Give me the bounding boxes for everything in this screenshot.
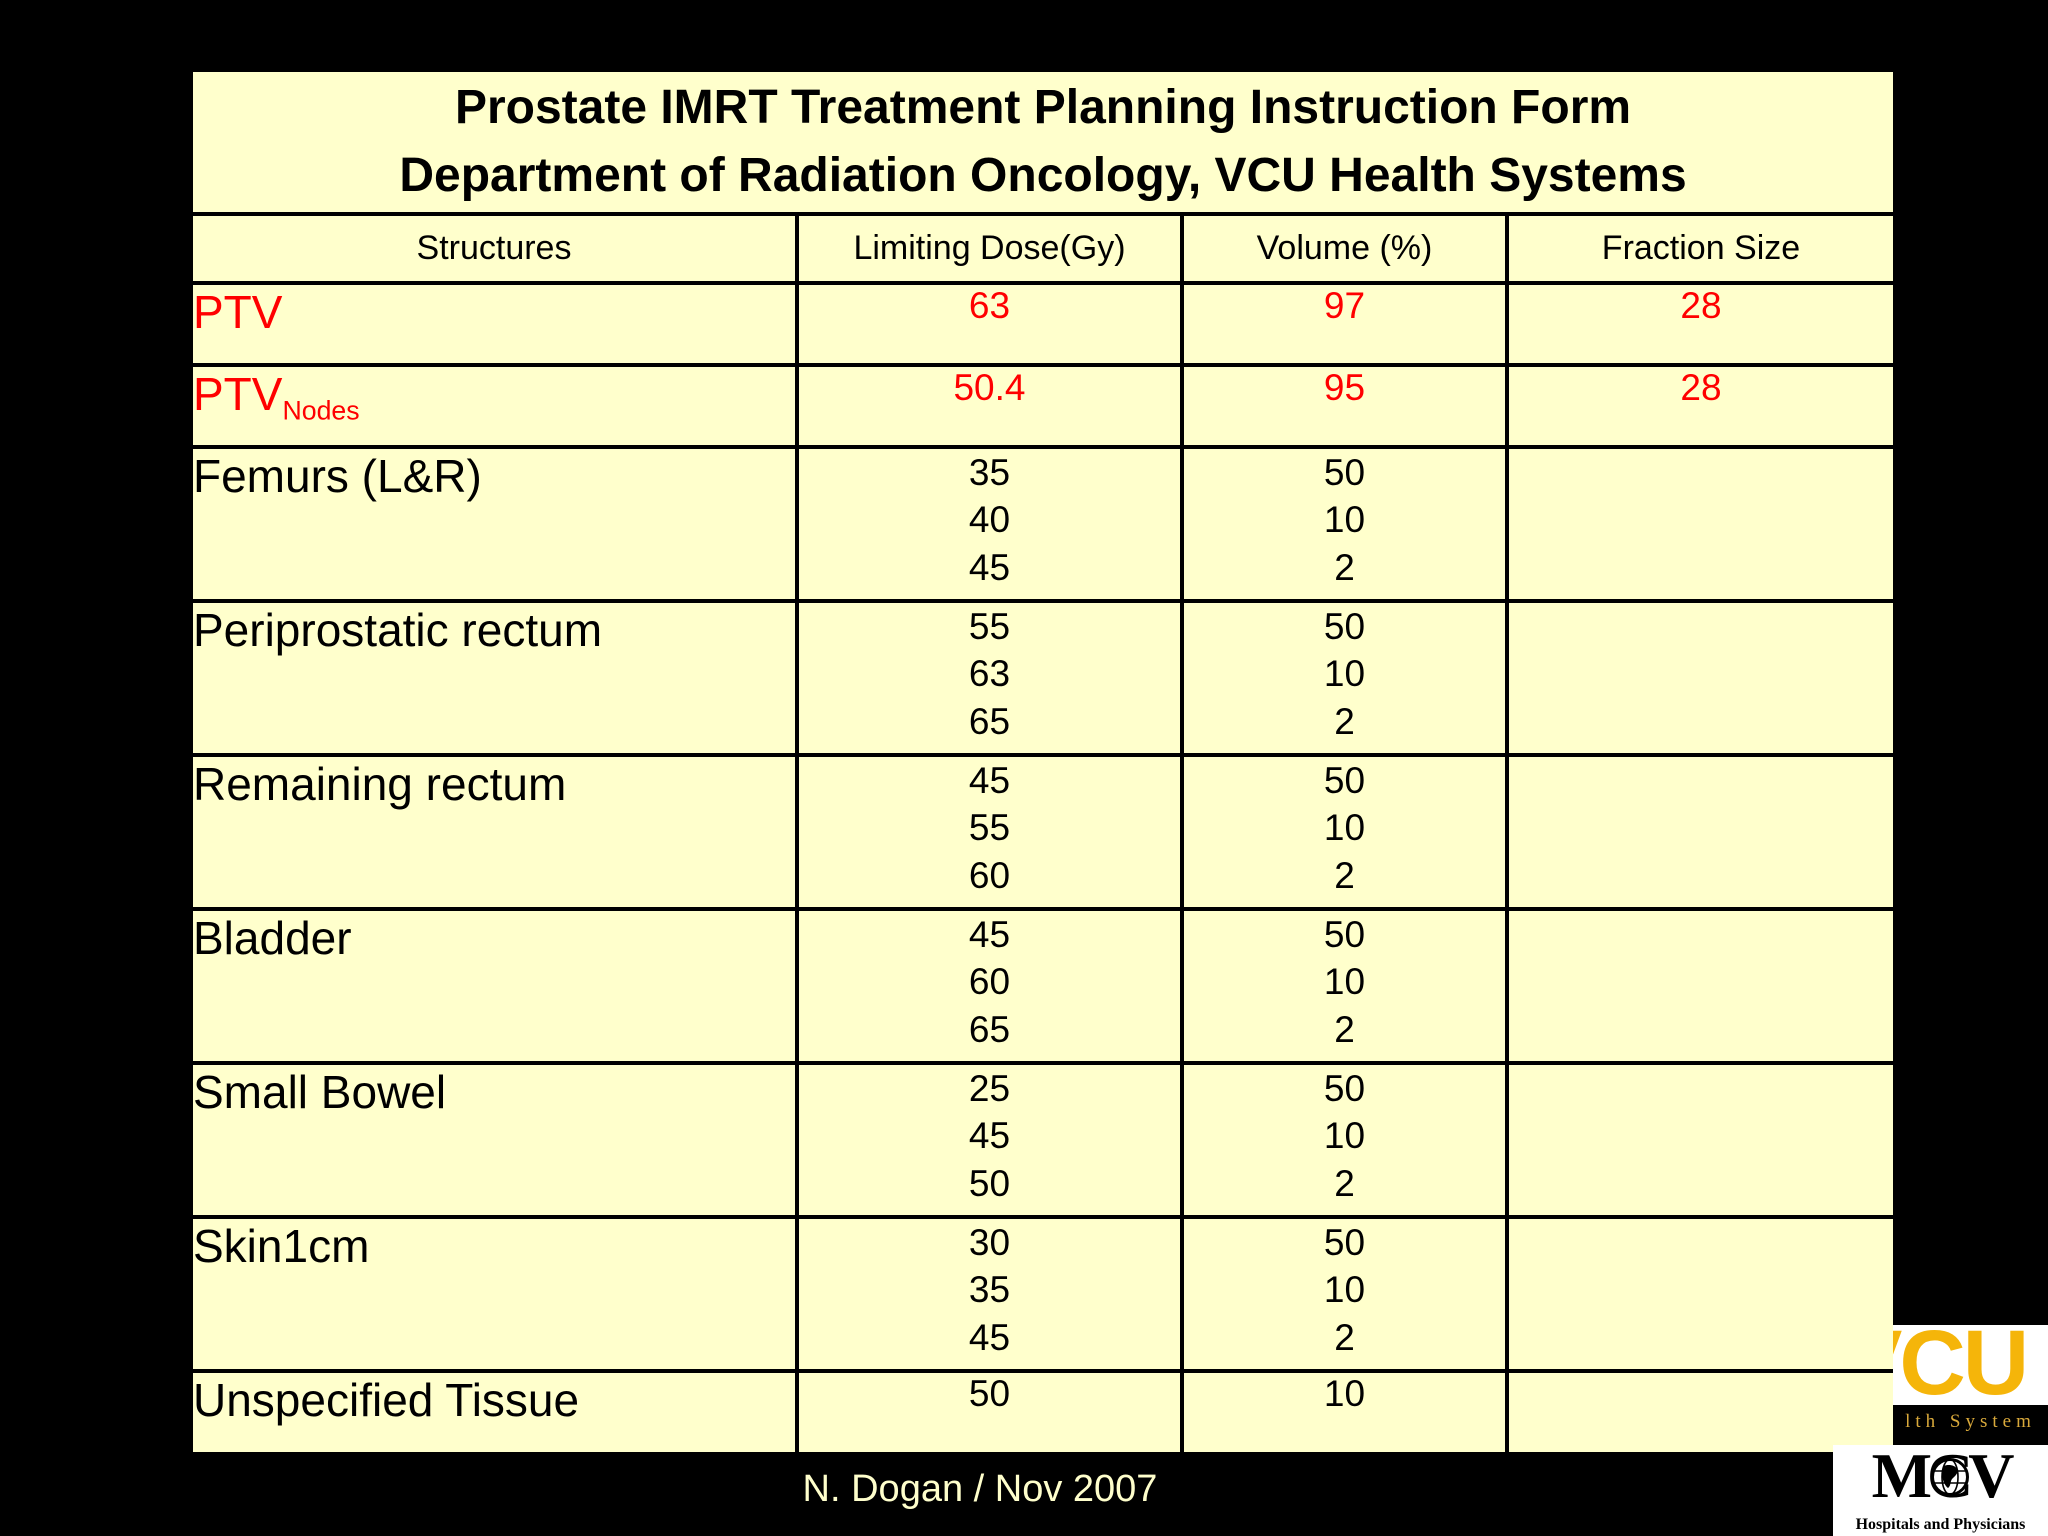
fraction-cell xyxy=(1504,1061,1898,1219)
mcv-logo: MC V Hospitals and Physicians xyxy=(1833,1445,2048,1536)
structure-label: Bladder xyxy=(193,912,352,964)
structure-label-subscript: Nodes xyxy=(282,395,360,426)
structure-label: Remaining rectum xyxy=(193,758,567,810)
fraction-cell: 28 xyxy=(1504,363,1898,449)
volume-cell: 50 10 2 xyxy=(1180,907,1509,1065)
structure-label: Femurs (L&R) xyxy=(193,450,482,502)
title-row: Prostate IMRT Treatment Planning Instruc… xyxy=(188,68,1898,216)
mcv-letter-v: V xyxy=(1968,1445,2014,1511)
volume-cell: 97 xyxy=(1180,281,1509,367)
dose-cell: 63 xyxy=(795,281,1184,367)
footer-credit: N. Dogan / Nov 2007 xyxy=(802,1468,1158,1510)
table-row-remaining-rectum: Remaining rectum 45 55 60 50 10 2 xyxy=(189,753,1898,911)
fraction-cell xyxy=(1504,753,1898,911)
dose-cell: 25 45 50 xyxy=(795,1061,1184,1219)
structure-cell: Small Bowel xyxy=(189,1061,799,1219)
table-row-ptv: PTV 63 97 28 xyxy=(189,281,1898,367)
structure-cell: Remaining rectum xyxy=(189,753,799,911)
table-row-unspecified-tissue: Unspecified Tissue 50 10 xyxy=(189,1369,1898,1456)
dose-cell: 35 40 45 xyxy=(795,445,1184,603)
treatment-planning-table: Prostate IMRT Treatment Planning Instruc… xyxy=(188,68,1898,1456)
fraction-cell xyxy=(1504,445,1898,603)
dose-cell: 45 55 60 xyxy=(795,753,1184,911)
table-row-periprostatic-rectum: Periprostatic rectum 55 63 65 50 10 2 xyxy=(189,599,1898,757)
dose-cell: 45 60 65 xyxy=(795,907,1184,1065)
globe-icon xyxy=(1930,1458,1969,1496)
structure-cell: Skin1cm xyxy=(189,1215,799,1373)
volume-cell: 50 10 2 xyxy=(1180,1215,1509,1373)
vcu-logo: VCU xyxy=(1893,1325,2048,1405)
structure-cell: Bladder xyxy=(189,907,799,1065)
structure-cell: PTV xyxy=(189,281,799,367)
header-row: Structures Limiting Dose(Gy) Volume (%) … xyxy=(189,212,1898,285)
mcv-logo-letters: MC V xyxy=(1833,1445,2048,1513)
column-header-fraction-size: Fraction Size xyxy=(1504,212,1898,285)
mcv-letter-m: M xyxy=(1871,1445,1932,1511)
structure-cell: Unspecified Tissue xyxy=(189,1369,799,1456)
mcv-letter-c: C xyxy=(1927,1445,1973,1513)
volume-cell: 10 xyxy=(1180,1369,1509,1456)
volume-cell: 50 10 2 xyxy=(1180,599,1509,757)
vcu-health-system-text: lth System xyxy=(1905,1411,2036,1432)
structure-cell: Femurs (L&R) xyxy=(189,445,799,603)
table-title: Prostate IMRT Treatment Planning Instruc… xyxy=(188,68,1898,216)
volume-cell: 95 xyxy=(1180,363,1509,449)
fraction-cell: 28 xyxy=(1504,281,1898,367)
structure-label: Skin1cm xyxy=(193,1220,370,1272)
structure-label: PTV xyxy=(193,286,283,338)
structure-label: PTV xyxy=(193,368,283,420)
structure-label: Unspecified Tissue xyxy=(193,1374,580,1426)
table-row-femurs: Femurs (L&R) 35 40 45 50 10 2 xyxy=(189,445,1898,603)
table-row-skin1cm: Skin1cm 30 35 45 50 10 2 xyxy=(189,1215,1898,1373)
table-row-ptv-nodes: PTVNodes 50.4 95 28 xyxy=(189,363,1898,449)
table-title-line1: Prostate IMRT Treatment Planning Instruc… xyxy=(454,80,1632,134)
column-header-limiting-dose: Limiting Dose(Gy) xyxy=(795,212,1184,285)
dose-cell: 50.4 xyxy=(795,363,1184,449)
dose-cell: 30 35 45 xyxy=(795,1215,1184,1373)
structure-cell: PTVNodes xyxy=(189,363,799,449)
column-header-volume: Volume (%) xyxy=(1180,212,1509,285)
vcu-logo-text: VCU xyxy=(1893,1325,2029,1405)
structure-cell: Periprostatic rectum xyxy=(189,599,799,757)
table-row-bladder: Bladder 45 60 65 50 10 2 xyxy=(189,907,1898,1065)
fraction-cell xyxy=(1504,599,1898,757)
table-title-line2: Department of Radiation Oncology, VCU He… xyxy=(399,149,1687,202)
dose-cell: 55 63 65 xyxy=(795,599,1184,757)
fraction-cell xyxy=(1504,907,1898,1065)
volume-cell: 50 10 2 xyxy=(1180,753,1509,911)
structure-label: Periprostatic rectum xyxy=(193,604,603,656)
table-row-small-bowel: Small Bowel 25 45 50 50 10 2 xyxy=(189,1061,1898,1219)
volume-cell: 50 10 2 xyxy=(1180,1061,1509,1219)
volume-cell: 50 10 2 xyxy=(1180,445,1509,603)
fraction-cell xyxy=(1504,1369,1898,1456)
column-header-structures: Structures xyxy=(189,212,799,285)
fraction-cell xyxy=(1504,1215,1898,1373)
dose-cell: 50 xyxy=(795,1369,1184,1456)
mcv-subtext: Hospitals and Physicians xyxy=(1855,1516,2026,1533)
structure-label: Small Bowel xyxy=(193,1066,447,1118)
vcu-health-system-strip: lth System xyxy=(1893,1405,2048,1441)
